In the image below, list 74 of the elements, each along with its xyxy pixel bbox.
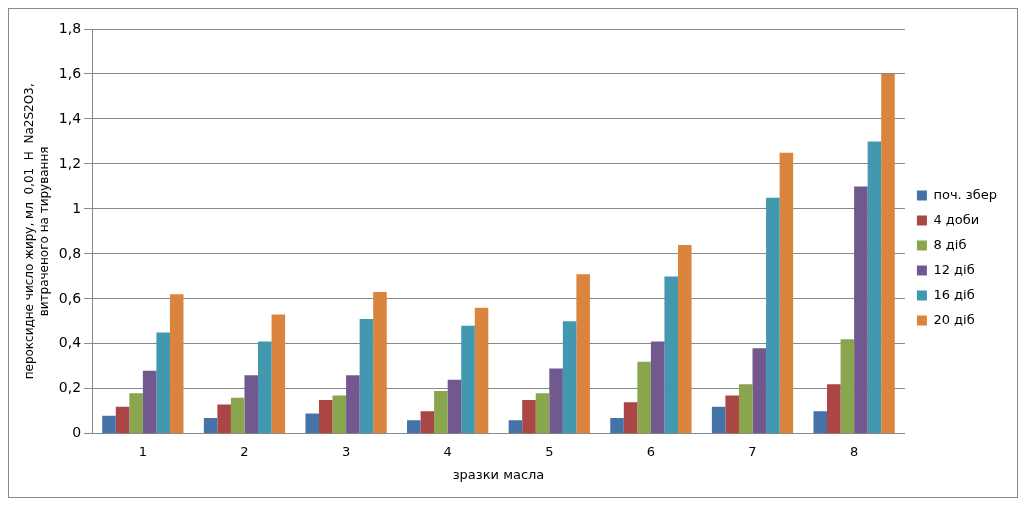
bar [346,375,360,434]
bar [359,319,374,434]
bar [637,361,651,434]
bar [752,348,767,434]
bar [854,186,868,434]
bar [142,370,157,434]
x-tick-label: 2 [240,443,249,459]
bar [881,73,895,434]
bar [535,393,550,434]
bar [156,332,170,434]
bar [373,292,387,434]
x-axis-title: зразки масла [452,466,545,482]
bar [407,420,421,434]
bar [169,294,184,434]
bar [102,415,116,434]
bar [203,418,218,434]
bar [230,397,245,434]
y-tick-label: 1 [72,199,82,216]
y-tick-label: 0 [72,424,82,441]
y-axis-title: пероксидне число жиру, мл 0,01 Н Na2S2O3, витраченого на тирування [22,83,51,380]
legend-label: поч. збер [933,186,997,202]
bar [244,375,259,434]
bar [725,395,739,434]
y-tick-label: 0,4 [58,334,82,351]
x-tick-label: 1 [138,443,148,459]
bar [779,152,794,434]
bar [813,411,828,434]
bar [678,244,692,434]
bar [623,402,638,434]
y-tick-label: 1,4 [58,109,82,126]
legend-label: 12 діб [933,261,975,277]
bar [549,368,563,434]
x-tick-label: 7 [748,443,757,459]
legend-label: 8 діб [933,236,967,252]
bar [447,379,462,434]
bar [305,413,319,434]
x-tick-label: 4 [443,443,452,459]
bar [522,400,536,434]
bar [827,384,841,434]
bar [332,395,347,434]
bar [664,276,678,434]
legend-label: 20 діб [933,311,975,327]
bar [610,418,624,434]
bar [318,400,333,434]
bar [434,391,448,434]
bar [650,341,665,434]
x-tick-label: 5 [545,443,554,459]
y-tick-label: 0,8 [58,244,82,261]
x-tick-label: 3 [341,443,351,459]
bar [562,321,577,434]
bar [258,341,272,434]
bar [129,393,143,434]
bar [271,314,286,434]
bar [867,141,882,434]
bar [115,406,130,434]
bar [461,325,475,434]
bar [508,420,523,434]
bar [738,384,753,434]
x-tick-label: 8 [849,443,859,459]
bar [474,307,489,434]
y-tick-label: 0,6 [58,289,82,306]
bar [217,404,231,434]
bar [576,274,590,434]
x-tick-label: 6 [646,443,656,459]
bar [420,411,435,434]
bar [766,197,780,434]
y-tick-label: 1,2 [58,154,82,171]
legend-label: 16 діб [933,286,975,302]
y-tick-label: 1,6 [58,64,82,81]
bar [711,406,726,434]
legend-label: 4 доби [933,211,980,227]
y-tick-label: 1,8 [58,19,82,36]
y-tick-label: 0,2 [58,379,82,396]
bar [840,339,855,434]
